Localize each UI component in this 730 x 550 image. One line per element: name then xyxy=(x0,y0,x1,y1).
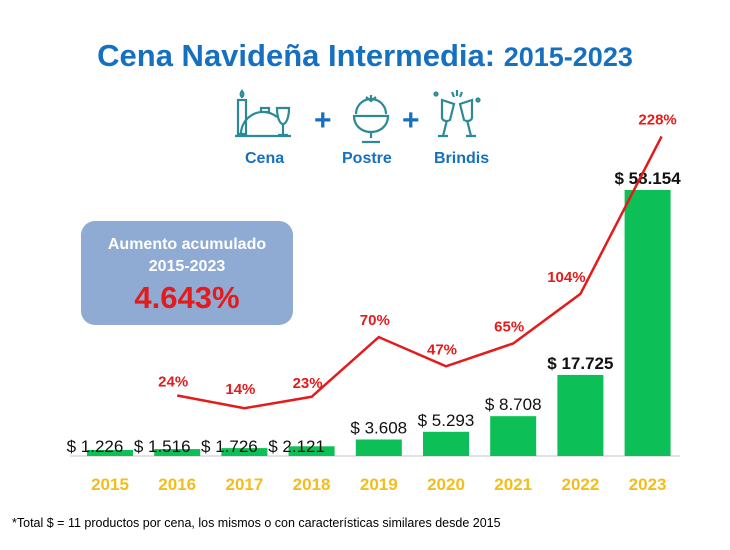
bar-2019 xyxy=(355,439,402,456)
value-label-2019: $ 3.608 xyxy=(350,418,407,437)
bar-2022 xyxy=(557,374,604,456)
x-tick-2022: 2022 xyxy=(561,475,599,494)
summary-line1: Aumento acumulado xyxy=(107,236,267,253)
x-tick-2015: 2015 xyxy=(91,475,129,494)
x-tick-2020: 2020 xyxy=(427,475,465,494)
plus-sign: + xyxy=(402,104,420,137)
toast-icon xyxy=(433,90,481,138)
bar-2017 xyxy=(221,448,268,456)
growth-label-2021: 65% xyxy=(494,318,524,335)
icon-label-postre: Postre xyxy=(342,150,392,167)
plus-sign: + xyxy=(314,104,332,137)
bar-2016 xyxy=(154,449,201,456)
x-tick-2023: 2023 xyxy=(629,475,667,494)
value-label-2017: $ 1.726 xyxy=(201,437,258,456)
value-label-2015: $ 1.226 xyxy=(67,437,124,456)
cumulative-increase-box: Aumento acumulado 2015-2023 4.643% xyxy=(81,221,293,325)
x-tick-2021: 2021 xyxy=(494,475,532,494)
footnote: *Total $ = 11 productos por cena, los mi… xyxy=(12,516,501,530)
value-label-2021: $ 8.708 xyxy=(485,395,542,414)
growth-label-2019: 70% xyxy=(360,312,390,329)
value-label-2023: $ 58.154 xyxy=(615,169,682,188)
title-main: Cena Navideña Intermedia: xyxy=(97,38,496,73)
growth-label-2020: 47% xyxy=(427,341,457,358)
dessert-icon xyxy=(352,95,390,144)
icon-label-cena: Cena xyxy=(245,150,285,167)
growth-label-2018: 23% xyxy=(293,375,323,392)
x-tick-2016: 2016 xyxy=(158,475,196,494)
value-label-2016: $ 1.516 xyxy=(134,437,191,456)
x-tick-2019: 2019 xyxy=(360,475,398,494)
bar-2018 xyxy=(288,446,335,456)
value-label-2018: $ 2.121 xyxy=(268,437,325,456)
growth-line xyxy=(176,135,663,410)
growth-label-2022: 104% xyxy=(547,269,585,286)
bar-2015 xyxy=(87,450,133,456)
growth-label-2017: 14% xyxy=(225,381,255,398)
bar-2020 xyxy=(423,431,469,456)
value-label-2022: $ 17.725 xyxy=(547,354,613,373)
x-tick-2018: 2018 xyxy=(293,475,331,494)
bar-2021 xyxy=(490,416,537,456)
bar-2023 xyxy=(624,190,671,456)
growth-label-2023: 228% xyxy=(638,111,676,128)
icon-label-brindis: Brindis xyxy=(434,150,490,167)
growth-label-2016: 24% xyxy=(158,374,188,391)
title-years: 2015-2023 xyxy=(503,42,633,72)
chart-title: Cena Navideña Intermedia: 2015-2023 xyxy=(0,38,730,74)
summary-value: 4.643% xyxy=(134,280,240,315)
x-tick-2017: 2017 xyxy=(225,475,263,494)
dinner-icon xyxy=(235,89,291,138)
value-label-2020: $ 5.293 xyxy=(418,411,475,430)
summary-line2: 2015-2023 xyxy=(148,258,226,275)
